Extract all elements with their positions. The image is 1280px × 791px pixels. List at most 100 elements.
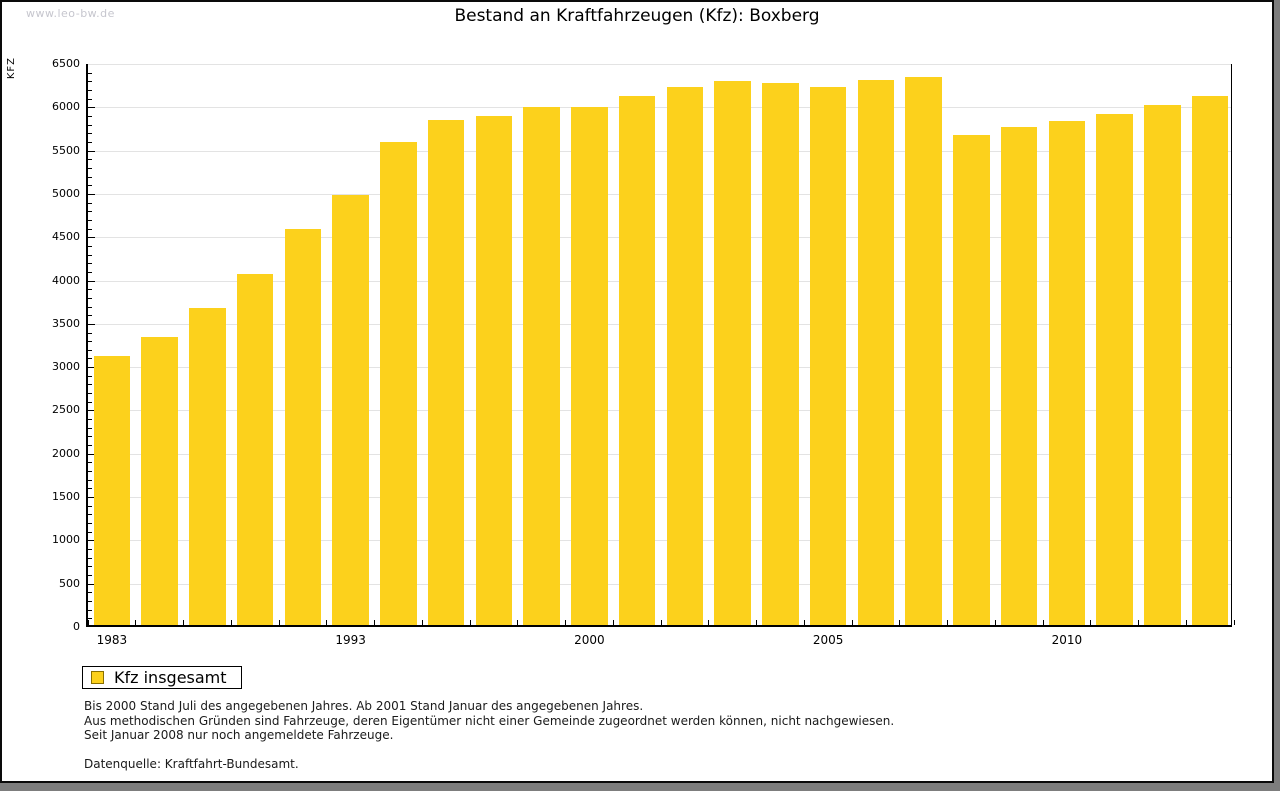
x-tick bbox=[469, 620, 471, 625]
x-tick bbox=[326, 620, 328, 625]
y-tick bbox=[88, 601, 92, 602]
y-tick bbox=[88, 479, 92, 481]
x-tick bbox=[708, 620, 710, 625]
x-tick bbox=[1185, 620, 1187, 625]
y-tick bbox=[88, 384, 92, 386]
y-tick bbox=[88, 349, 92, 351]
y-tick bbox=[88, 289, 92, 291]
y-tick bbox=[88, 540, 95, 542]
x-tick bbox=[374, 620, 375, 625]
footnotes: Bis 2000 Stand Juli des angegebenen Jahr… bbox=[84, 699, 894, 771]
y-tick bbox=[88, 115, 92, 117]
y-tick bbox=[88, 297, 92, 299]
y-tick bbox=[88, 228, 92, 230]
y-tick bbox=[88, 419, 92, 421]
y-tick-label: 2000 bbox=[52, 446, 80, 460]
y-tick bbox=[88, 341, 92, 343]
bar-2008 bbox=[953, 134, 990, 625]
footnote-line: Bis 2000 Stand Juli des angegebenen Jahr… bbox=[84, 699, 644, 713]
y-tick-label: 6000 bbox=[52, 100, 80, 114]
footnote-line: Aus methodischen Gründen sind Fahrzeuge,… bbox=[84, 713, 895, 728]
y-tick bbox=[88, 315, 92, 317]
y-tick bbox=[88, 133, 92, 135]
x-tick bbox=[851, 620, 853, 625]
y-gridline bbox=[88, 453, 1231, 455]
x-tick bbox=[1233, 620, 1235, 625]
y-tick bbox=[88, 141, 92, 143]
y-gridline bbox=[88, 107, 1231, 109]
y-tick bbox=[88, 514, 92, 516]
x-tick bbox=[803, 620, 805, 625]
y-tick bbox=[88, 202, 92, 204]
x-tick bbox=[756, 620, 757, 625]
y-tick bbox=[88, 488, 92, 490]
bar-2007 bbox=[905, 76, 942, 625]
y-tick bbox=[88, 81, 92, 83]
legend-box: Kfz insgesamt bbox=[82, 666, 242, 689]
x-tick bbox=[517, 620, 519, 625]
y-tick bbox=[88, 531, 92, 533]
x-tick bbox=[1138, 620, 1139, 625]
y-gridline bbox=[88, 280, 1231, 282]
y-gridline bbox=[88, 193, 1231, 195]
y-tick-label: 0 bbox=[73, 620, 80, 633]
y-tick bbox=[88, 150, 95, 152]
y-tick bbox=[88, 393, 92, 395]
datasource-line: Datenquelle: Kraftfahrt-Bundesamt. bbox=[84, 756, 299, 771]
x-tick-label: 2000 bbox=[574, 633, 605, 647]
y-tick bbox=[88, 323, 95, 325]
y-tick bbox=[88, 124, 92, 126]
y-gridline bbox=[88, 367, 1231, 369]
y-tick bbox=[88, 107, 95, 109]
y-tick-label: 2500 bbox=[52, 403, 80, 417]
y-tick bbox=[88, 280, 95, 282]
y-tick bbox=[88, 436, 92, 438]
x-tick bbox=[135, 620, 137, 625]
x-tick bbox=[994, 620, 996, 625]
y-tick bbox=[88, 193, 95, 195]
footnote-line: Seit Januar 2008 nur noch angemeldete Fa… bbox=[84, 728, 394, 743]
x-tick bbox=[899, 620, 901, 625]
y-tick bbox=[88, 245, 92, 247]
y-gridline bbox=[88, 410, 1231, 412]
bar-1993 bbox=[332, 194, 369, 625]
x-tick bbox=[278, 620, 280, 625]
y-tick bbox=[88, 358, 92, 360]
y-gridline bbox=[88, 497, 1231, 499]
x-tick bbox=[183, 620, 184, 625]
y-tick-label: 1000 bbox=[52, 533, 80, 547]
y-tick bbox=[88, 98, 92, 100]
y-tick bbox=[88, 89, 92, 91]
y-tick bbox=[88, 306, 92, 308]
y-tick bbox=[88, 211, 92, 213]
x-tick bbox=[230, 620, 232, 625]
bar-1991 bbox=[284, 229, 322, 625]
y-tick-label: 3500 bbox=[52, 316, 80, 330]
y-tick-label: 1500 bbox=[52, 490, 80, 504]
y-tick bbox=[88, 462, 92, 464]
bar-1983 bbox=[93, 355, 131, 625]
watermark: www.leo-bw.de bbox=[26, 7, 115, 20]
bar-2010 bbox=[1048, 120, 1086, 625]
y-tick bbox=[88, 505, 92, 507]
y-tick bbox=[88, 410, 95, 412]
y-tick bbox=[88, 176, 92, 178]
bar-2012 bbox=[1144, 105, 1181, 625]
y-tick bbox=[88, 592, 92, 594]
y-tick bbox=[88, 375, 92, 377]
y-tick bbox=[88, 167, 92, 169]
y-tick bbox=[88, 159, 92, 161]
bar-2001 bbox=[618, 95, 656, 625]
y-tick bbox=[88, 219, 92, 221]
bar-1998 bbox=[475, 115, 513, 625]
y-tick-label: 6500 bbox=[52, 57, 80, 70]
bar-1987 bbox=[189, 308, 226, 625]
x-tick-label: 1993 bbox=[335, 633, 366, 647]
y-tick bbox=[88, 263, 92, 265]
y-tick bbox=[88, 583, 95, 585]
x-tick bbox=[947, 620, 948, 625]
y-tick-label: 5500 bbox=[52, 143, 80, 157]
bar-2004 bbox=[762, 82, 799, 625]
y-gridline bbox=[88, 583, 1231, 585]
